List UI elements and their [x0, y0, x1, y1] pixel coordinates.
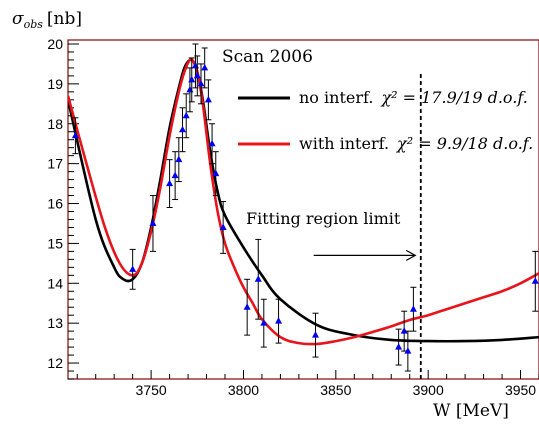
- x-tick-label: 3750: [136, 382, 167, 398]
- data-point: [219, 201, 227, 254]
- y-axis-label-symbol: σ: [12, 9, 24, 29]
- data-point: [212, 151, 220, 197]
- data-marker: [186, 85, 194, 93]
- data-marker: [208, 139, 216, 147]
- x-tick-label: 3950: [505, 382, 536, 398]
- data-marker: [179, 125, 187, 133]
- data-marker: [400, 327, 408, 334]
- y-axis-label-subscript: obs: [24, 18, 44, 31]
- data-point: [400, 310, 408, 352]
- data-marker: [275, 317, 283, 324]
- data-marker: [219, 223, 227, 230]
- data-marker: [71, 131, 79, 139]
- data-point: [275, 298, 283, 344]
- legend-chi2-with-interf: χ² = 9.9/18 d.o.f.: [396, 134, 533, 153]
- data-point: [197, 63, 205, 105]
- y-tick-label: 15: [47, 235, 63, 251]
- x-tick-label: 3800: [228, 382, 259, 398]
- data-point: [409, 286, 417, 332]
- legend-label-with-interf: with interf. χ² = 9.9/18 d.o.f.: [299, 134, 533, 153]
- fitting-region-label: Fitting region limit: [246, 209, 401, 228]
- y-tick-label: 20: [47, 36, 63, 52]
- legend-chi2-no-interf: χ² = 17.9/19 d.o.f.: [380, 88, 527, 107]
- legend-name-with-interf: with interf.: [299, 134, 389, 153]
- y-tick-label: 14: [47, 275, 63, 291]
- data-point: [531, 250, 539, 312]
- x-axis-label: W [MeV]: [433, 401, 509, 421]
- data-point: [186, 67, 194, 113]
- y-tick-label: 19: [47, 76, 63, 92]
- x-tick-label: 3850: [320, 382, 351, 398]
- fitting-region-arrowhead: [405, 249, 417, 261]
- data-marker: [129, 265, 137, 272]
- legend-name-no-interf: no interf.: [299, 88, 373, 107]
- data-marker: [201, 63, 209, 71]
- legend-label-no-interf: no interf. χ² = 17.9/19 d.o.f.: [299, 88, 528, 107]
- data-point: [404, 330, 412, 372]
- data-marker: [149, 219, 157, 226]
- data-point: [166, 159, 174, 209]
- data-marker: [260, 319, 268, 326]
- points-layer: [71, 43, 539, 372]
- data-point: [395, 328, 403, 366]
- chart-title: Scan 2006: [222, 47, 313, 67]
- data-point: [201, 47, 209, 89]
- annotation-layer: Fitting region limit: [246, 71, 422, 379]
- data-marker: [409, 305, 417, 312]
- data-marker: [182, 111, 190, 119]
- data-point: [254, 238, 262, 320]
- y-tick-label: 17: [47, 156, 63, 172]
- data-marker: [254, 275, 262, 282]
- data-point: [193, 55, 201, 97]
- data-point: [204, 79, 212, 121]
- data-point: [182, 93, 190, 139]
- y-tick-label: 18: [47, 116, 63, 132]
- data-marker: [188, 75, 196, 83]
- y-tick-label: 12: [47, 355, 63, 371]
- data-marker: [197, 79, 205, 87]
- data-point: [260, 298, 268, 348]
- legend: no interf. χ² = 17.9/19 d.o.f. with inter…: [238, 88, 533, 153]
- y-axis-label: σobs [nb]: [12, 9, 82, 31]
- data-marker: [312, 331, 320, 338]
- data-point: [71, 117, 79, 155]
- data-point: [175, 137, 183, 183]
- data-point: [149, 195, 157, 252]
- curve-with-interf: [68, 57, 539, 346]
- y-tick-label: 13: [47, 315, 63, 331]
- data-point: [129, 248, 137, 290]
- data-point: [179, 107, 187, 153]
- data-point: [243, 278, 251, 336]
- data-marker: [531, 277, 539, 284]
- data-point: [208, 123, 216, 165]
- y-axis-label-unit: [nb]: [47, 9, 82, 29]
- data-marker: [175, 155, 183, 163]
- data-marker: [243, 303, 251, 310]
- ticks-layer: 3750 3800 3850 3900 3950 12 13 14 15 16 17 18 19 20: [47, 36, 539, 398]
- data-marker: [212, 169, 220, 177]
- data-marker: [193, 71, 201, 79]
- data-point: [312, 312, 320, 358]
- data-point: [188, 57, 196, 103]
- data-marker: [204, 95, 212, 103]
- data-marker: [395, 343, 403, 350]
- data-point: [171, 151, 179, 201]
- data-marker: [166, 179, 174, 187]
- plot-frame: [67, 39, 539, 380]
- data-marker: [171, 171, 179, 179]
- x-tick-label: 3900: [413, 382, 444, 398]
- data-marker: [404, 347, 412, 354]
- y-tick-label: 16: [47, 196, 63, 212]
